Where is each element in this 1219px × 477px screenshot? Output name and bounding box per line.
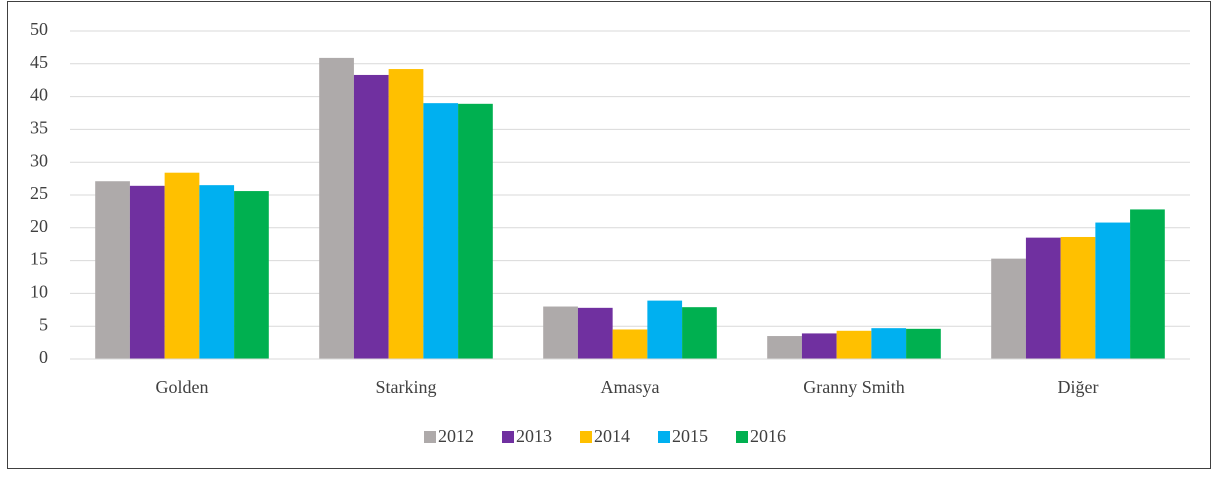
bar (612, 329, 648, 359)
bar (543, 306, 578, 359)
legend-swatch (502, 431, 514, 443)
y-tick-label: 20 (30, 216, 48, 236)
legend-label: 2012 (438, 426, 474, 446)
y-tick-label: 5 (39, 314, 48, 334)
legend-label: 2014 (594, 426, 630, 446)
y-tick-label: 10 (30, 282, 48, 302)
x-tick-label: Golden (156, 377, 209, 397)
y-tick-label: 50 (30, 19, 48, 39)
x-tick-label: Amasya (601, 377, 660, 397)
y-tick-label: 35 (30, 118, 48, 138)
bar (458, 103, 493, 359)
bar (906, 328, 941, 359)
bar (1095, 222, 1131, 359)
legend-swatch (424, 431, 436, 443)
bar (836, 330, 872, 359)
bar (95, 181, 130, 359)
bar (682, 307, 717, 359)
bar (1025, 237, 1061, 359)
bar (1060, 236, 1096, 359)
y-tick-label: 45 (30, 52, 48, 72)
bar (423, 103, 459, 359)
y-tick-label: 0 (39, 347, 48, 367)
bar (234, 191, 269, 359)
bar (991, 258, 1026, 359)
x-tick-label: Starking (376, 377, 437, 397)
bar (353, 74, 389, 360)
bar (164, 172, 200, 359)
y-tick-label: 30 (30, 150, 48, 170)
x-tick-label: Diğer (1058, 377, 1099, 397)
legend-swatch (736, 431, 748, 443)
bar (801, 333, 837, 359)
bar (388, 69, 424, 359)
legend-label: 2013 (516, 426, 552, 446)
legend-swatch (658, 431, 670, 443)
legend-swatch (580, 431, 592, 443)
y-tick-label: 25 (30, 183, 48, 203)
bar (871, 328, 907, 359)
bar (767, 336, 802, 359)
y-tick-label: 15 (30, 249, 48, 269)
bar (647, 300, 683, 359)
bar (129, 185, 165, 359)
bar (577, 307, 613, 359)
legend-label: 2015 (672, 426, 708, 446)
legend-label: 2016 (750, 426, 786, 446)
y-tick-label: 40 (30, 85, 48, 105)
bar (199, 185, 235, 359)
bar (319, 57, 354, 360)
x-tick-label: Granny Smith (803, 377, 905, 397)
bar (1130, 209, 1165, 359)
